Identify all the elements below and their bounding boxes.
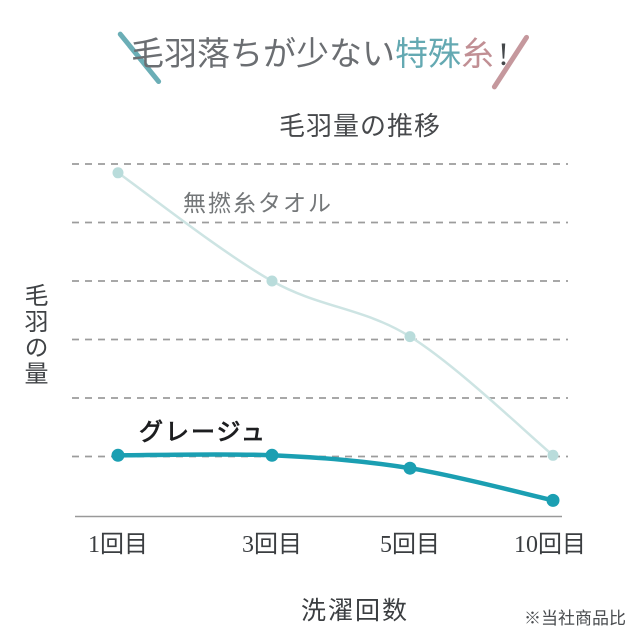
x-axis-label: 洗濯回数 [300, 598, 410, 625]
x-tick-2: 3回目 [242, 532, 302, 558]
chart-title: 毛羽量の推移 [278, 112, 442, 141]
x-tick-4: 10回目 [514, 532, 586, 558]
header-text-teal: 特殊 [395, 37, 461, 73]
y-axis-label: 毛羽の量 [20, 283, 46, 387]
x-tick-3: 5回目 [380, 532, 440, 558]
header-exclamation: ! [498, 37, 509, 73]
header-title: 毛羽落ちが少ない特殊糸! [0, 37, 640, 73]
series-label-greige: グレージュ [139, 420, 267, 446]
series-label-untwisted-yarn-towel: 無撚糸タオル [183, 191, 333, 216]
x-tick-1: 1回目 [88, 532, 148, 558]
footnote: ※当社商品比 [524, 609, 626, 628]
header-text-pink: 糸 [461, 37, 494, 73]
header-text-normal: 毛羽落ちが少ない [131, 37, 395, 73]
